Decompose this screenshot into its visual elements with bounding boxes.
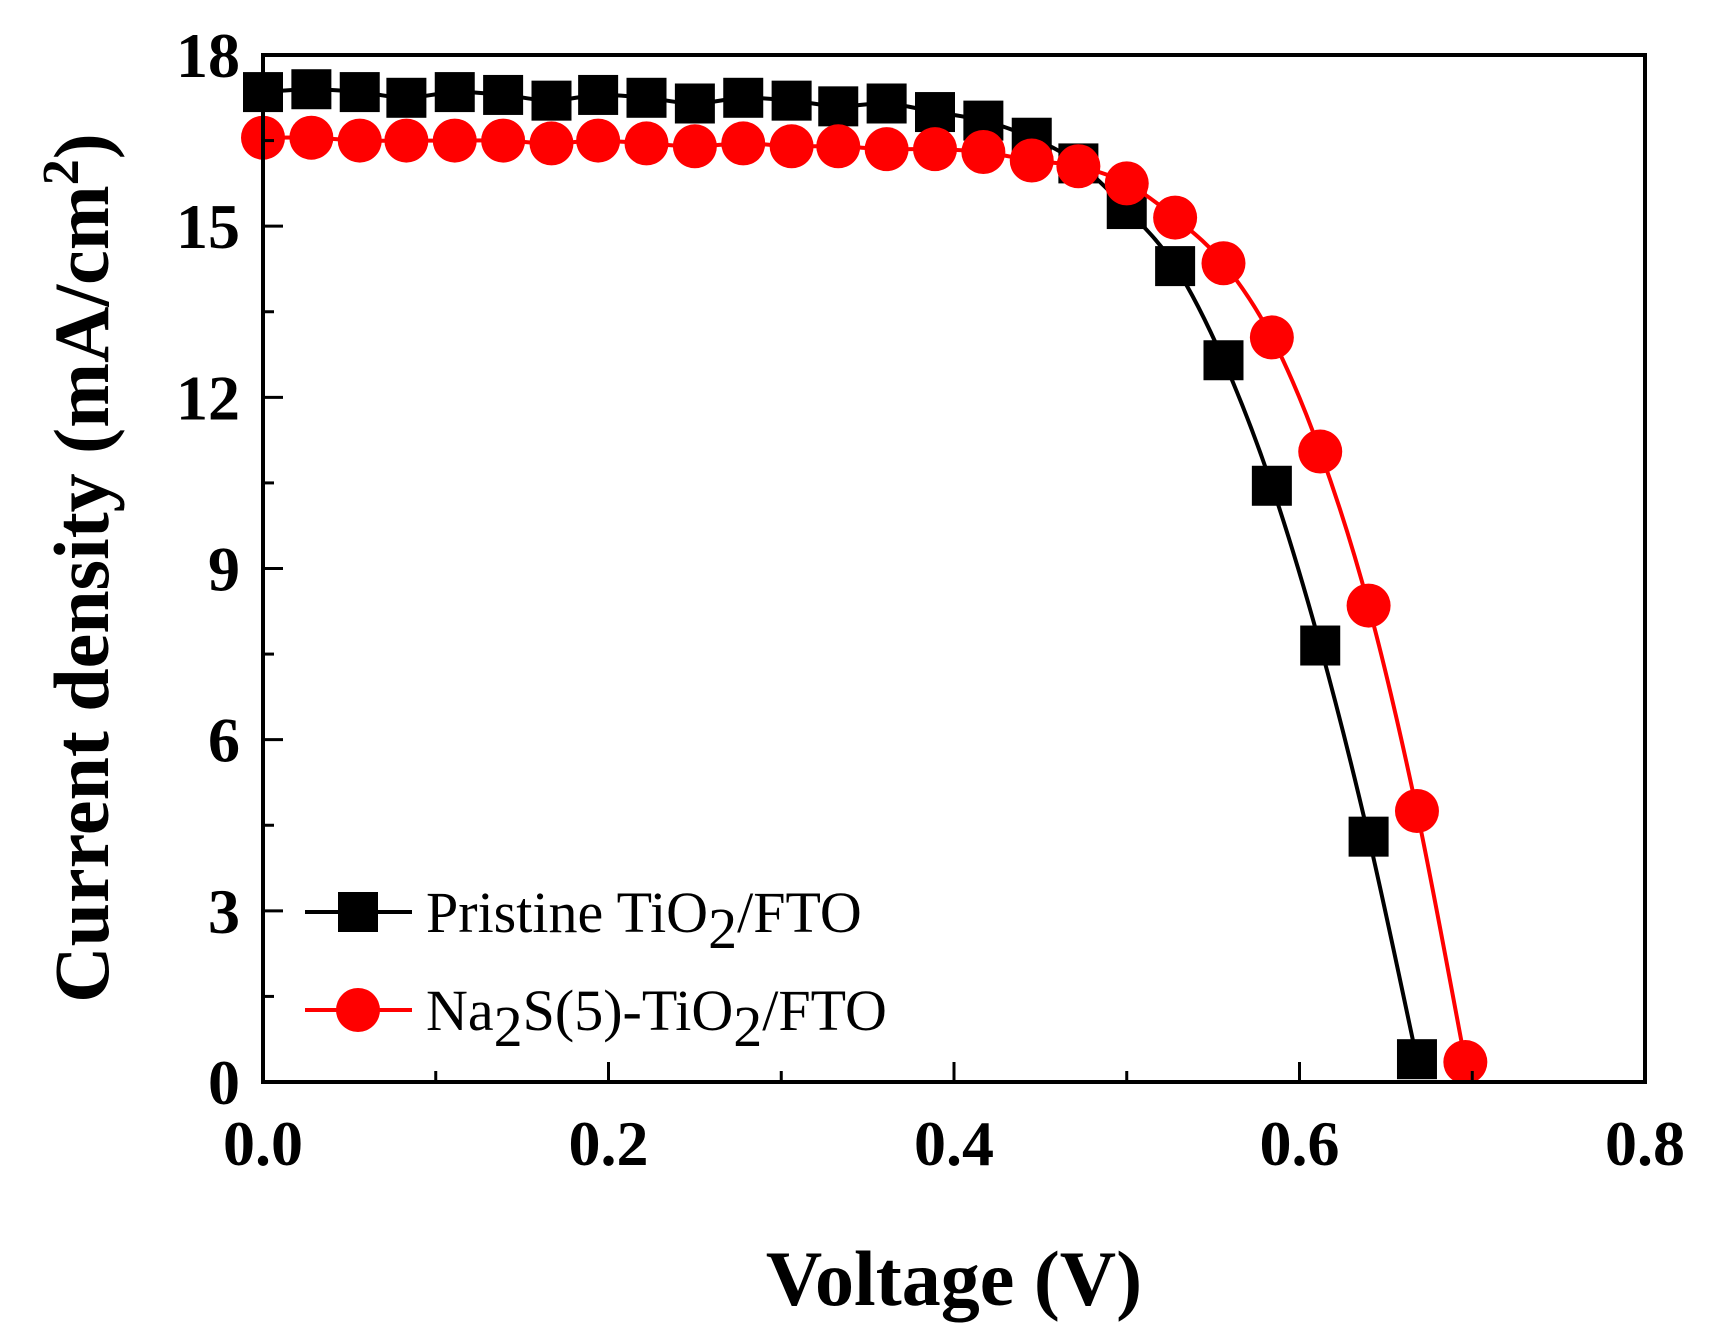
series-1-point-18 <box>1104 161 1149 206</box>
series-0 <box>243 69 1437 1080</box>
legend-marker-1 <box>336 988 380 1032</box>
series-1-point-13 <box>864 127 909 172</box>
y-tick-label: 15 <box>176 191 240 262</box>
y-axis-title-sup: 2 <box>33 159 90 185</box>
series-0-point-13 <box>866 83 907 124</box>
legend-label-part: S(5)-TiO <box>523 978 734 1043</box>
series-0-point-3 <box>386 77 427 118</box>
y-axis-title-text: Current density (mA/cm <box>38 185 125 1002</box>
x-tick-label: 0.2 <box>569 1108 649 1179</box>
series-0-point-24 <box>1396 1039 1437 1080</box>
series-1-point-7 <box>576 118 621 163</box>
series-1-point-16 <box>1009 138 1054 183</box>
series-1-point-8 <box>624 121 669 166</box>
x-tick-label: 0.8 <box>1605 1108 1685 1179</box>
series-0-point-14 <box>914 92 955 133</box>
series-1-point-6 <box>529 121 574 166</box>
series-1-point-24 <box>1394 788 1439 833</box>
legend-label-0: Pristine TiO2/FTO <box>426 880 862 961</box>
series-1-point-2 <box>337 118 382 163</box>
legend-marker-0 <box>338 892 378 932</box>
series-0-point-23 <box>1348 816 1389 857</box>
series-1-point-11 <box>769 124 814 169</box>
series-1-point-1 <box>289 115 334 160</box>
series-1-point-20 <box>1201 241 1246 286</box>
series-0-point-21 <box>1251 465 1292 506</box>
y-axis-title-close: ) <box>38 133 125 159</box>
y-tick-label: 6 <box>208 705 240 776</box>
series-1-point-22 <box>1298 429 1343 474</box>
series-0-line <box>262 87 1419 1060</box>
series-1-point-4 <box>432 118 477 163</box>
y-tick-label: 18 <box>176 20 240 91</box>
axes-layer <box>261 53 1647 1084</box>
series-0-point-12 <box>818 86 859 127</box>
series-1-point-14 <box>912 127 957 172</box>
series-0-point-10 <box>723 77 764 118</box>
series-1-point-9 <box>672 124 717 169</box>
legend-label-part: Pristine TiO <box>426 880 708 945</box>
x-axis-title: Voltage (V) <box>766 1235 1142 1322</box>
series-1-point-21 <box>1249 315 1294 360</box>
y-tick-label: 0 <box>208 1047 240 1118</box>
y-tick-label: 3 <box>208 876 240 947</box>
legend-label-part: 2 <box>733 994 762 1059</box>
series-1-point-17 <box>1056 144 1101 189</box>
legend-label-part: 2 <box>708 896 737 961</box>
series-0-point-1 <box>291 69 332 110</box>
series-1-point-19 <box>1153 195 1198 240</box>
labels-layer: 0.0 0.2 0.4 0.6 0.8 0 3 6 9 12 15 18 Voltage (V) Curr… <box>33 20 1685 1322</box>
legend-label-part: /FTO <box>737 880 862 945</box>
series-0-point-8 <box>626 77 667 118</box>
series-0-point-9 <box>674 83 715 124</box>
series-0-point-5 <box>483 74 524 115</box>
series-1-point-3 <box>384 118 429 163</box>
series-1-point-25 <box>1443 1040 1488 1085</box>
legend-label-part: /FTO <box>762 978 887 1043</box>
series-0-point-7 <box>578 74 619 115</box>
series-1-point-5 <box>481 118 526 163</box>
y-axis-title: Current density (mA/cm2) <box>33 133 125 1002</box>
x-tick-label: 0.0 <box>223 1108 303 1179</box>
x-tick-label: 0.4 <box>914 1108 994 1179</box>
legend-entry-1: Na2S(5)-TiO2/FTO <box>305 978 887 1059</box>
series-1-point-10 <box>721 121 766 166</box>
series-0-point-19 <box>1155 246 1196 287</box>
x-tick-label: 0.6 <box>1260 1108 1340 1179</box>
y-tick-label: 9 <box>208 534 240 605</box>
series-0-point-4 <box>434 72 475 113</box>
series-0-point-22 <box>1300 625 1341 666</box>
series-1-point-23 <box>1346 583 1391 628</box>
legend-label-1: Na2S(5)-TiO2/FTO <box>426 978 887 1059</box>
legend-label-part: 2 <box>494 994 523 1059</box>
series-0-point-2 <box>339 72 380 113</box>
series-0-point-20 <box>1203 340 1244 381</box>
legend-label-part: Na <box>426 978 494 1043</box>
series-0-point-6 <box>531 80 572 121</box>
series-layer <box>241 69 1488 1085</box>
y-tick-label: 12 <box>176 362 240 433</box>
series-1-point-12 <box>816 124 861 169</box>
legend-entry-0: Pristine TiO2/FTO <box>305 880 862 961</box>
series-1 <box>241 115 1488 1085</box>
series-1-point-15 <box>961 129 1006 174</box>
series-0-point-11 <box>771 80 812 121</box>
